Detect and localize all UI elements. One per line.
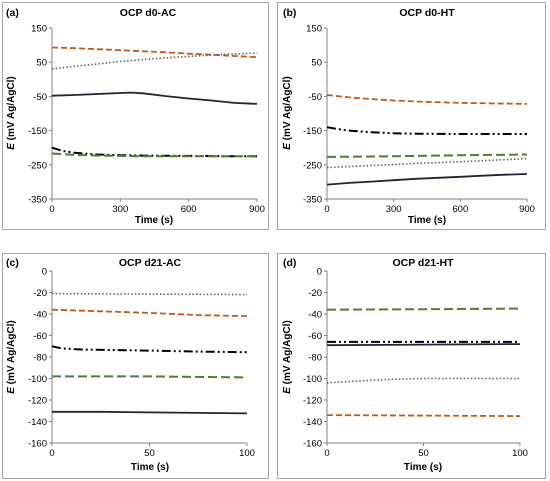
panel-c-y-tick-label: 0 xyxy=(42,267,47,278)
panel-c-series-dash-orange xyxy=(51,308,248,317)
panel-d-x-tick-label: 50 xyxy=(418,448,429,459)
panel-a-y-tick-label: 150 xyxy=(31,24,47,35)
panel-c-y-tick-label: -40 xyxy=(33,310,47,321)
panel-a-x-tick-label: 300 xyxy=(112,204,128,215)
panel-a-label: (a) xyxy=(6,7,19,19)
panel-a-series-dash-green xyxy=(51,152,257,158)
panel-c-y-tick-label: -140 xyxy=(28,417,47,428)
panel-a-x-axis-label: Time (s) xyxy=(135,215,173,226)
panel-a-y-tick-label: -350 xyxy=(28,195,47,206)
panel-a-y-tick-label: -250 xyxy=(28,160,47,171)
panel-b-y-tick-label: -150 xyxy=(303,126,322,137)
panel-d-x-tick-label: 100 xyxy=(512,448,528,459)
panel-a-y-tick-label: -150 xyxy=(28,126,47,137)
panel-b-series-dot xyxy=(326,157,528,169)
panel-b-x-axis-label: Time (s) xyxy=(408,215,446,226)
panel-d-series-dash-orange xyxy=(326,414,521,417)
panel-c xyxy=(2,253,269,479)
panel-c-y-tick-label: -160 xyxy=(28,439,47,450)
panel-d-y-tick-label: -100 xyxy=(303,374,322,385)
panel-d-title: OCP d21-HT xyxy=(392,257,454,269)
panel-c-series-solid xyxy=(52,410,248,415)
panel-b xyxy=(277,2,546,230)
panel-a-y-axis-label: E (mV Ag/AgCl) xyxy=(6,76,17,150)
panel-b-title: OCP d0-HT xyxy=(399,7,455,19)
panel-d-y-axis-label: E (mV Ag/AgCl) xyxy=(282,320,293,394)
panel-b-series-dash-green xyxy=(326,153,528,158)
panel-b-y-tick-label: -250 xyxy=(303,160,322,171)
panel-d-series-solid xyxy=(326,343,521,347)
panel-c-title: OCP d21-AC xyxy=(119,257,182,269)
panel-b-y-tick-label: 150 xyxy=(306,24,322,35)
panel-c-y-tick-label: -120 xyxy=(28,396,47,407)
panel-c-y-axis-label: E (mV Ag/AgCl) xyxy=(6,320,17,394)
panel-c-y-tick-label: -80 xyxy=(33,353,47,364)
panel-d-y-tick-label: -80 xyxy=(308,353,322,364)
panel-d-x-axis-label: Time (s) xyxy=(404,462,442,473)
panel-b-series-dash-orange xyxy=(326,94,528,105)
panel-b-y-tick-label: 50 xyxy=(311,58,322,69)
panel-d-y-tick-label: -160 xyxy=(303,439,322,450)
panel-b-y-tick-label: -350 xyxy=(303,195,322,206)
panel-d-y-tick-label: -60 xyxy=(308,331,322,342)
panel-b-x-tick-label: 300 xyxy=(386,204,402,215)
panel-c-x-tick-label: 50 xyxy=(144,448,155,459)
panel-d-y-tick-label: 0 xyxy=(317,267,322,278)
panel-d-label: (d) xyxy=(283,257,296,269)
panel-c-x-tick-label: 0 xyxy=(49,448,54,459)
panel-c-series-dashdot xyxy=(51,345,248,354)
panel-c-series-dash-green xyxy=(52,375,248,379)
panel-a-x-tick-label: 0 xyxy=(49,204,54,215)
panel-c-x-tick-label: 100 xyxy=(239,448,255,459)
panel-a-x-tick-label: 900 xyxy=(249,204,265,215)
panel-a-y-tick-label: 50 xyxy=(36,58,47,69)
panel-b-x-tick-label: 0 xyxy=(324,204,329,215)
panel-d-y-tick-label: -120 xyxy=(303,396,322,407)
panel-b-y-tick-label: -50 xyxy=(308,92,322,103)
panel-d-y-tick-label: -20 xyxy=(308,288,322,299)
panel-c-x-axis-label: Time (s) xyxy=(131,462,169,473)
panel-b-x-tick-label: 600 xyxy=(452,204,468,215)
panel-c-label: (c) xyxy=(6,257,19,269)
panel-d-y-tick-label: -140 xyxy=(303,417,322,428)
panel-d xyxy=(277,253,546,479)
panel-a-y-tick-label: -50 xyxy=(33,92,47,103)
panel-a-series-solid xyxy=(51,91,258,105)
panel-c-y-tick-label: -100 xyxy=(28,374,47,385)
panel-a-title: OCP d0-AC xyxy=(120,7,177,19)
panel-b-label: (b) xyxy=(283,7,296,19)
panel-b-x-tick-label: 900 xyxy=(519,204,535,215)
panel-b-series-solid xyxy=(326,173,528,186)
panel-d-y-tick-label: -40 xyxy=(308,310,322,321)
panel-b-series-dashdot xyxy=(326,126,527,135)
panel-b-y-axis-label: E (mV Ag/AgCl) xyxy=(282,76,293,150)
panel-c-y-tick-label: -20 xyxy=(33,288,47,299)
panel-d-series-dot xyxy=(326,377,520,384)
panel-d-series-dash-green xyxy=(326,307,521,311)
panel-a xyxy=(2,2,269,230)
panel-d-x-tick-label: 0 xyxy=(324,448,329,459)
panel-c-y-tick-label: -60 xyxy=(33,331,47,342)
panel-a-series-dash-orange xyxy=(51,46,258,58)
panel-c-series-dot xyxy=(51,292,248,296)
panel-a-x-tick-label: 600 xyxy=(181,204,197,215)
